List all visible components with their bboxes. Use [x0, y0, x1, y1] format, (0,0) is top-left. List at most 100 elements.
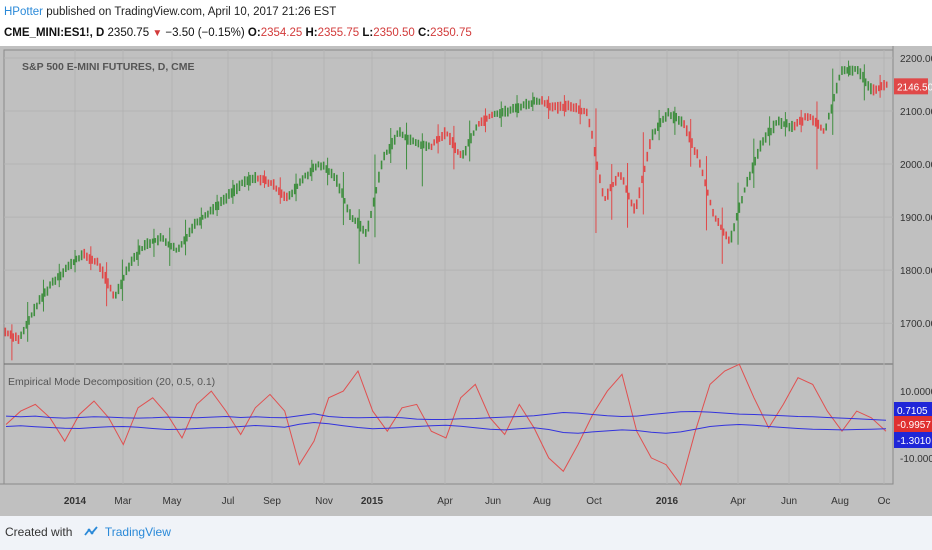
- candle-group: [99, 262, 114, 307]
- candle-group: [588, 108, 604, 234]
- price-tick-label: 2000.00: [900, 160, 932, 171]
- candle-group: [257, 170, 272, 188]
- price-tick-label: 1900.00: [900, 213, 932, 224]
- chart-header: HPotter published on TradingView.com, Ap…: [0, 0, 932, 46]
- symbol-name[interactable]: CME_MINI:ES1!: [4, 27, 90, 39]
- candle-group: [209, 194, 225, 217]
- emd-tick-label: -10.0000: [900, 454, 932, 465]
- candle-group: [462, 120, 478, 162]
- last-price-badge: [894, 78, 928, 95]
- candle-group: [351, 209, 367, 264]
- author-link[interactable]: HPotter: [4, 6, 43, 18]
- candle-group: [604, 164, 620, 220]
- emd-tick-label: 10.0000: [900, 387, 932, 398]
- candle-group: [130, 239, 146, 266]
- candle-group: [635, 132, 651, 215]
- interval: , D: [89, 27, 105, 39]
- symbol-line: CME_MINI:ES1!, D 2350.75 ▼ −3.50 (−0.15%…: [4, 27, 472, 39]
- candle-group: [36, 279, 51, 312]
- candle-group: [746, 138, 762, 188]
- candle-group: [414, 133, 430, 187]
- time-tick-label: Nov: [315, 496, 333, 507]
- candle-group: [525, 92, 541, 112]
- candle-group: [699, 156, 714, 231]
- published-text: published on TradingView.com, April 10, …: [43, 6, 337, 18]
- candle-group: [367, 154, 383, 238]
- tradingview-link[interactable]: TradingView: [104, 525, 171, 539]
- candle-group: [146, 228, 162, 257]
- candle-group: [193, 207, 209, 229]
- candle-group: [809, 101, 825, 170]
- publish-info: HPotter published on TradingView.com, Ap…: [4, 6, 336, 18]
- emd-value-badge: [894, 402, 932, 418]
- candle-group: [241, 172, 257, 191]
- candle-group: [51, 263, 67, 288]
- candle-group: [651, 109, 667, 141]
- candle-group: [509, 95, 525, 118]
- down-arrow-icon: ▼: [152, 28, 163, 39]
- emd-value-badge: [894, 432, 932, 448]
- emd-band-line: [5, 421, 887, 434]
- candle-group: [825, 68, 841, 135]
- time-tick-label: Oct: [586, 496, 602, 507]
- candle-group: [288, 173, 304, 202]
- candle-group: [541, 96, 556, 119]
- candle-group: [557, 95, 572, 117]
- emd-value-label: -0.9957: [897, 420, 931, 431]
- time-tick-label: Apr: [730, 496, 746, 507]
- high-label: H:: [305, 27, 318, 39]
- candle-group: [178, 219, 193, 256]
- candle-group: [730, 182, 746, 245]
- candle-group: [856, 64, 872, 101]
- last-price: 2350.75: [107, 27, 150, 39]
- candle-group: [872, 74, 888, 98]
- emd-title: Empirical Mode Decomposition (20, 0.5, 0…: [8, 376, 215, 388]
- candle-group: [336, 172, 351, 226]
- candle-group: [83, 246, 99, 271]
- candle-group: [762, 116, 777, 146]
- time-tick-label: Jul: [222, 496, 235, 507]
- time-tick-label: Apr: [437, 496, 453, 507]
- candle-group: [320, 157, 335, 186]
- tradingview-logo-icon[interactable]: [84, 526, 98, 538]
- time-tick-label: Mar: [114, 496, 132, 507]
- time-tick-label: May: [163, 496, 182, 507]
- candle-group: [67, 250, 83, 273]
- emd-value-label: 0.7105: [897, 406, 928, 417]
- candle-group: [478, 108, 493, 133]
- high-value: 2355.75: [317, 27, 360, 39]
- footer: Created with TradingView: [0, 516, 932, 550]
- candle-group: [667, 106, 683, 135]
- candle-group: [20, 301, 36, 342]
- candle-group: [778, 112, 793, 137]
- time-tick-label: Sep: [263, 496, 281, 507]
- price-tick-label: 2100.00: [900, 107, 932, 118]
- open-value: 2354.25: [260, 27, 303, 39]
- low-value: 2350.50: [373, 27, 415, 39]
- candle-group: [272, 177, 288, 204]
- candle-group: [493, 101, 509, 127]
- candle-group: [430, 124, 446, 154]
- low-label: L:: [362, 27, 374, 39]
- candle-group: [714, 207, 730, 264]
- chart-frame[interactable]: 1700.00 1800.00 1900.00 2000.00 2100.00 2200.…: [0, 46, 932, 516]
- chart-background: [0, 46, 932, 516]
- chart-canvas[interactable]: 1700.00 1800.00 1900.00 2000.00 2100.00 2200.…: [0, 46, 932, 516]
- close-label: C:: [418, 27, 431, 39]
- candle-group: [4, 324, 20, 361]
- time-tick-label: Aug: [831, 496, 849, 507]
- emd-line: [5, 363, 887, 486]
- chart-title: S&P 500 E-MINI FUTURES, D, CME: [22, 61, 195, 73]
- candle-group: [399, 122, 414, 170]
- price-tick-label: 1700.00: [900, 319, 932, 330]
- emd-value-badge: [894, 416, 932, 432]
- candle-group: [793, 109, 809, 133]
- price-tick-label: 2200.00: [900, 54, 932, 65]
- candle-group: [162, 227, 178, 266]
- open-label: O:: [247, 27, 261, 39]
- candle-group: [115, 259, 130, 301]
- time-tick-label: Jun: [781, 496, 797, 507]
- candle-group: [572, 99, 588, 125]
- candle-group: [383, 127, 399, 163]
- candle-group: [304, 159, 320, 182]
